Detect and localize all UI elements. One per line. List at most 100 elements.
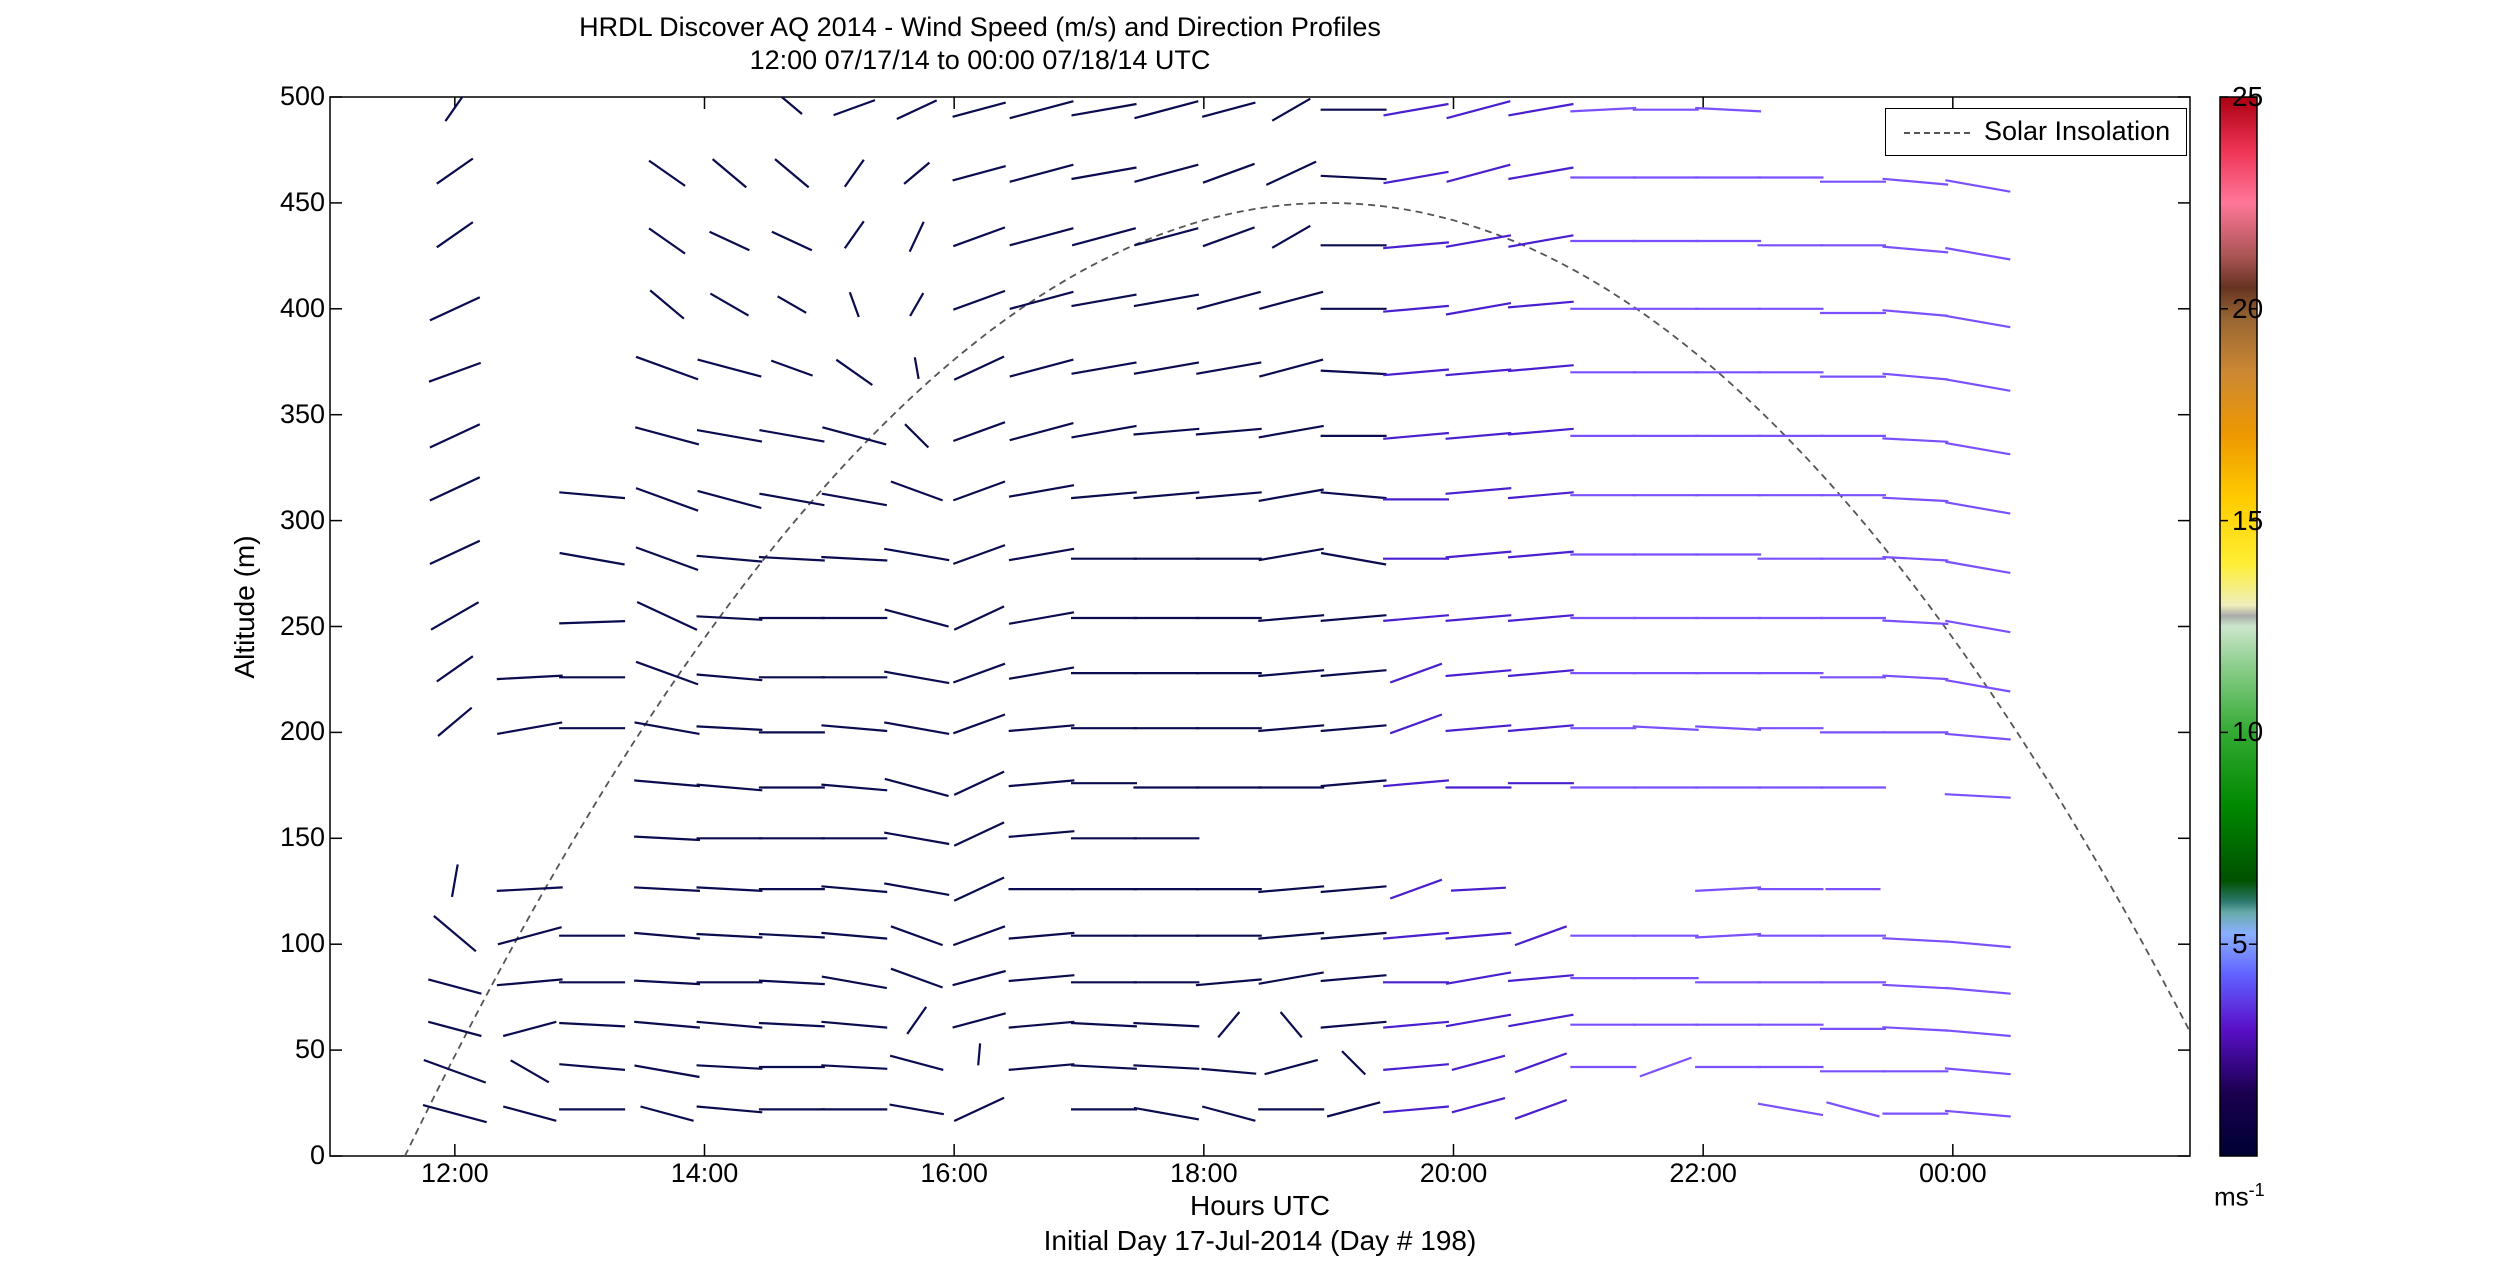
wind-vector — [884, 670, 950, 685]
wind-vector — [1882, 245, 1949, 254]
wind-vector — [1133, 427, 1200, 436]
wind-vector — [696, 1064, 763, 1070]
wind-vector — [1507, 614, 1574, 622]
wind-vector — [1259, 290, 1324, 310]
wind-vector — [1945, 560, 2011, 574]
wind-vector — [953, 605, 1005, 631]
x-tick-label: 16:00 — [920, 1158, 988, 1188]
wind-vector — [884, 831, 950, 846]
wind-vector — [559, 1063, 626, 1071]
y-tick-label: 200 — [279, 716, 325, 747]
plot-area — [329, 96, 2191, 1157]
wind-vector — [1695, 106, 1762, 113]
wind-vector — [1271, 97, 1311, 122]
insolation-layer — [404, 201, 2190, 1156]
wind-vector — [1383, 931, 1449, 940]
wind-vector — [906, 1006, 928, 1035]
wind-vector — [822, 426, 887, 446]
wind-vector — [952, 544, 1006, 565]
colorbar-tick-label: 20 — [2232, 292, 2264, 324]
wind-vector — [696, 673, 763, 682]
wind-vector — [696, 1105, 763, 1114]
wind-vector — [1258, 424, 1324, 439]
wind-vector — [835, 358, 873, 386]
wind-vector — [502, 1020, 557, 1038]
wind-vector — [1757, 1102, 1824, 1117]
wind-vector — [709, 230, 750, 252]
wind-vector — [1882, 674, 1949, 681]
wind-vector — [429, 423, 481, 449]
wind-vector — [1945, 619, 2011, 634]
wind-vector — [952, 480, 1006, 502]
wind-vector — [1945, 314, 2011, 329]
wind-vector — [774, 158, 810, 189]
axis-ticks — [330, 96, 2190, 1157]
wind-vector — [1445, 550, 1512, 559]
wind-vector — [843, 220, 865, 249]
wind-vector — [1882, 309, 1949, 317]
wind-vector — [843, 159, 865, 188]
y-tick-label: 500 — [279, 81, 325, 111]
colorbar-tick-label: 15 — [2232, 504, 2264, 536]
wind-vector — [1320, 491, 1387, 500]
wind-vector — [770, 359, 813, 377]
wind-vector — [890, 925, 943, 947]
wind-vector — [1639, 1056, 1692, 1078]
wind-vector — [1008, 724, 1075, 733]
wind-vector — [1202, 226, 1255, 248]
wind-vector — [821, 975, 887, 990]
wind-vector — [977, 1043, 982, 1066]
wind-vector — [1009, 163, 1074, 183]
wind-vector — [1383, 368, 1449, 377]
wind-vector — [1202, 162, 1255, 184]
wind-vector — [1008, 974, 1075, 983]
wind-vector — [1383, 1105, 1449, 1114]
wind-vector — [1882, 496, 1949, 503]
wind-vector — [1508, 102, 1574, 117]
wind-vector — [1945, 441, 2011, 456]
wind-vector — [559, 620, 626, 625]
wind-vector — [759, 429, 825, 443]
wind-vector — [953, 1096, 1005, 1122]
wind-vector — [781, 97, 803, 115]
wind-vector — [1945, 179, 2011, 193]
wind-vector — [697, 489, 762, 510]
wind-vector — [1383, 1063, 1449, 1071]
wind-vector — [450, 864, 459, 898]
wind-vector — [1071, 102, 1137, 117]
wind-vector — [1507, 724, 1574, 733]
wind-vector — [953, 821, 1005, 847]
wind-vector — [1882, 372, 1949, 381]
wind-vector — [1008, 666, 1075, 680]
wind-vector — [1071, 166, 1137, 181]
wind-vector — [1071, 227, 1137, 247]
wind-vectors — [422, 97, 2011, 1124]
wind-vector — [422, 1104, 487, 1124]
wind-vector — [1451, 1097, 1506, 1114]
wind-vector — [429, 476, 481, 502]
wind-vector — [1320, 551, 1387, 566]
wind-vector — [635, 355, 699, 381]
wind-vector — [430, 601, 480, 631]
wind-vector — [904, 423, 930, 449]
wind-vector — [1341, 1050, 1367, 1076]
wind-vector — [1445, 931, 1512, 940]
wind-vector — [428, 1020, 482, 1038]
wind-vector — [758, 932, 825, 939]
wind-vector — [1258, 547, 1324, 562]
wind-vector — [502, 1105, 557, 1122]
wind-vector — [1514, 1052, 1568, 1074]
wind-vector — [1445, 302, 1512, 316]
wind-vector — [1070, 1064, 1137, 1070]
wind-vector — [903, 161, 931, 185]
wind-vector — [559, 491, 626, 500]
wind-vector — [496, 886, 563, 892]
wind-vector — [889, 1054, 944, 1071]
wind-vector — [848, 291, 860, 318]
wind-vector — [559, 551, 625, 566]
wind-vector — [884, 882, 950, 896]
wind-vector — [1632, 725, 1699, 731]
colorbar — [2219, 96, 2258, 1157]
wind-vector — [1320, 369, 1387, 376]
